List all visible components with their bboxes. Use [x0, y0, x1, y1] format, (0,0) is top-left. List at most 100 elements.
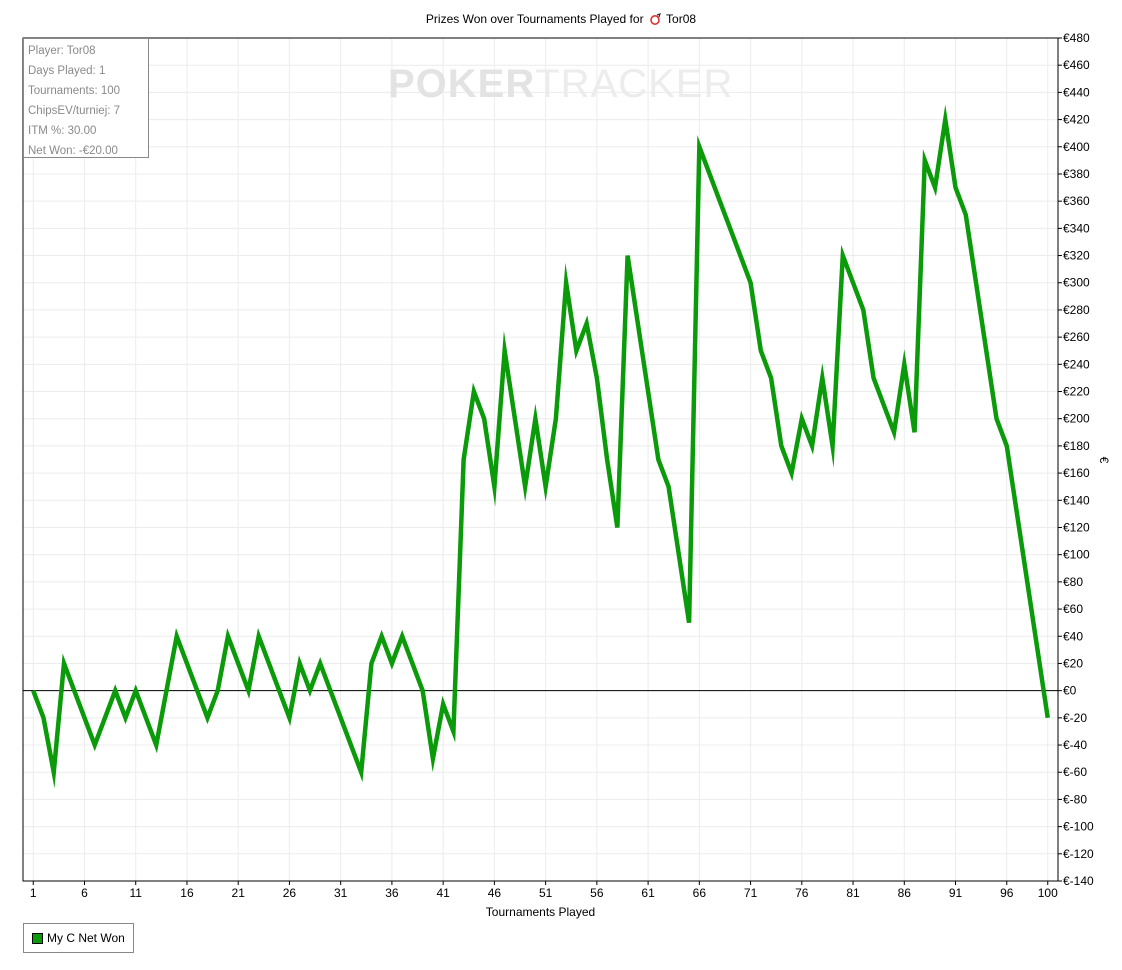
- stats-days-played: Days Played: 1: [28, 65, 106, 77]
- x-tick-label: 1: [30, 886, 37, 900]
- plot-frame: [22, 37, 1059, 882]
- data-point: [576, 350, 577, 351]
- y-tick-label: €480: [1063, 31, 1090, 45]
- stats-tournaments: Tournaments: 100: [28, 85, 121, 97]
- data-point: [494, 486, 495, 487]
- data-point: [238, 663, 239, 664]
- data-point: [207, 717, 208, 718]
- x-tick-label: 66: [693, 886, 707, 900]
- data-point: [781, 445, 782, 446]
- y-axis-title: €: [1097, 457, 1111, 464]
- data-point: [279, 690, 280, 691]
- data-point: [258, 636, 259, 637]
- x-axis-title: Tournaments Played: [486, 905, 595, 919]
- data-point: [412, 663, 413, 664]
- x-tick-label: 6: [81, 886, 88, 900]
- y-tick-label: €-140: [1063, 874, 1094, 888]
- x-tick-label: 31: [334, 886, 348, 900]
- y-tick-label: €360: [1063, 194, 1090, 208]
- x-tick-label: 56: [590, 886, 604, 900]
- data-point: [156, 745, 157, 746]
- data-point: [320, 663, 321, 664]
- data-point: [863, 309, 864, 310]
- data-point: [1047, 717, 1048, 718]
- y-tick-label: €-40: [1063, 738, 1087, 752]
- data-point: [760, 350, 761, 351]
- stats-box: Player: Tor08 Days Played: 1 Tournaments…: [23, 38, 149, 158]
- data-point: [740, 255, 741, 256]
- data-point: [340, 717, 341, 718]
- data-point: [145, 717, 146, 718]
- data-point: [422, 690, 423, 691]
- data-point: [689, 622, 690, 623]
- data-point: [648, 391, 649, 392]
- x-tick-label: 96: [1000, 886, 1014, 900]
- data-point: [1027, 581, 1028, 582]
- data-point: [832, 445, 833, 446]
- x-tick-label: 76: [795, 886, 809, 900]
- data-point: [1037, 649, 1038, 650]
- data-point: [197, 690, 198, 691]
- data-point: [730, 228, 731, 229]
- data-point: [125, 717, 126, 718]
- y-tick-label: €200: [1063, 412, 1090, 426]
- data-point: [504, 350, 505, 351]
- data-point: [299, 663, 300, 664]
- x-tick-label: 11: [129, 886, 142, 900]
- legend[interactable]: My C Net Won: [23, 923, 134, 953]
- y-tick-label: €-100: [1063, 820, 1094, 834]
- data-point: [43, 717, 44, 718]
- data-point: [1006, 445, 1007, 446]
- x-tick-label: 41: [436, 886, 450, 900]
- x-tick-label: 86: [898, 886, 912, 900]
- data-point: [596, 377, 597, 378]
- data-point: [268, 663, 269, 664]
- data-point: [94, 745, 95, 746]
- data-point: [227, 636, 228, 637]
- data-point: [750, 282, 751, 283]
- grid: [23, 37, 1058, 882]
- y-tick-label: €-20: [1063, 711, 1087, 725]
- data-point: [924, 160, 925, 161]
- data-point: [217, 690, 218, 691]
- data-point: [350, 745, 351, 746]
- data-point: [514, 418, 515, 419]
- x-tick-label: 16: [180, 886, 194, 900]
- data-point: [904, 364, 905, 365]
- chart-title: Prizes Won over Tournaments Played for T…: [0, 12, 1122, 28]
- x-axis: 1 6 11 16 21 26 31 36 41 46 51 56 61 66 71 76 81 86 91 96 10…: [30, 881, 1058, 900]
- data-point: [443, 704, 444, 705]
- data-point: [381, 636, 382, 637]
- data-point: [371, 663, 372, 664]
- data-point: [166, 690, 167, 691]
- y-tick-label: €460: [1063, 58, 1090, 72]
- stats-itm: ITM %: 30.00: [28, 125, 97, 137]
- x-tick-label: 91: [949, 886, 963, 900]
- data-point: [976, 282, 977, 283]
- y-tick-label: €440: [1063, 85, 1090, 99]
- data-point: [791, 473, 792, 474]
- data-point: [719, 201, 720, 202]
- data-point: [627, 255, 628, 256]
- series-line-net-won[interactable]: [31, 104, 1050, 789]
- y-tick-label: €-120: [1063, 847, 1094, 861]
- y-tick-label: €100: [1063, 548, 1090, 562]
- y-tick-label: €20: [1063, 656, 1083, 670]
- x-tick-label: 81: [846, 886, 860, 900]
- y-tick-label: €420: [1063, 113, 1090, 127]
- data-point: [1017, 513, 1018, 514]
- y-tick-label: €60: [1063, 602, 1083, 616]
- data-point: [996, 418, 997, 419]
- data-point: [104, 717, 105, 718]
- y-tick-label: €240: [1063, 357, 1090, 371]
- stats-net-won: Net Won: -€20.00: [28, 145, 118, 157]
- data-point: [525, 486, 526, 487]
- data-point: [484, 418, 485, 419]
- data-point: [771, 377, 772, 378]
- y-tick-label: €280: [1063, 303, 1090, 317]
- data-point: [74, 690, 75, 691]
- x-tick-label: 51: [539, 886, 553, 900]
- y-tick-label: €140: [1063, 493, 1090, 507]
